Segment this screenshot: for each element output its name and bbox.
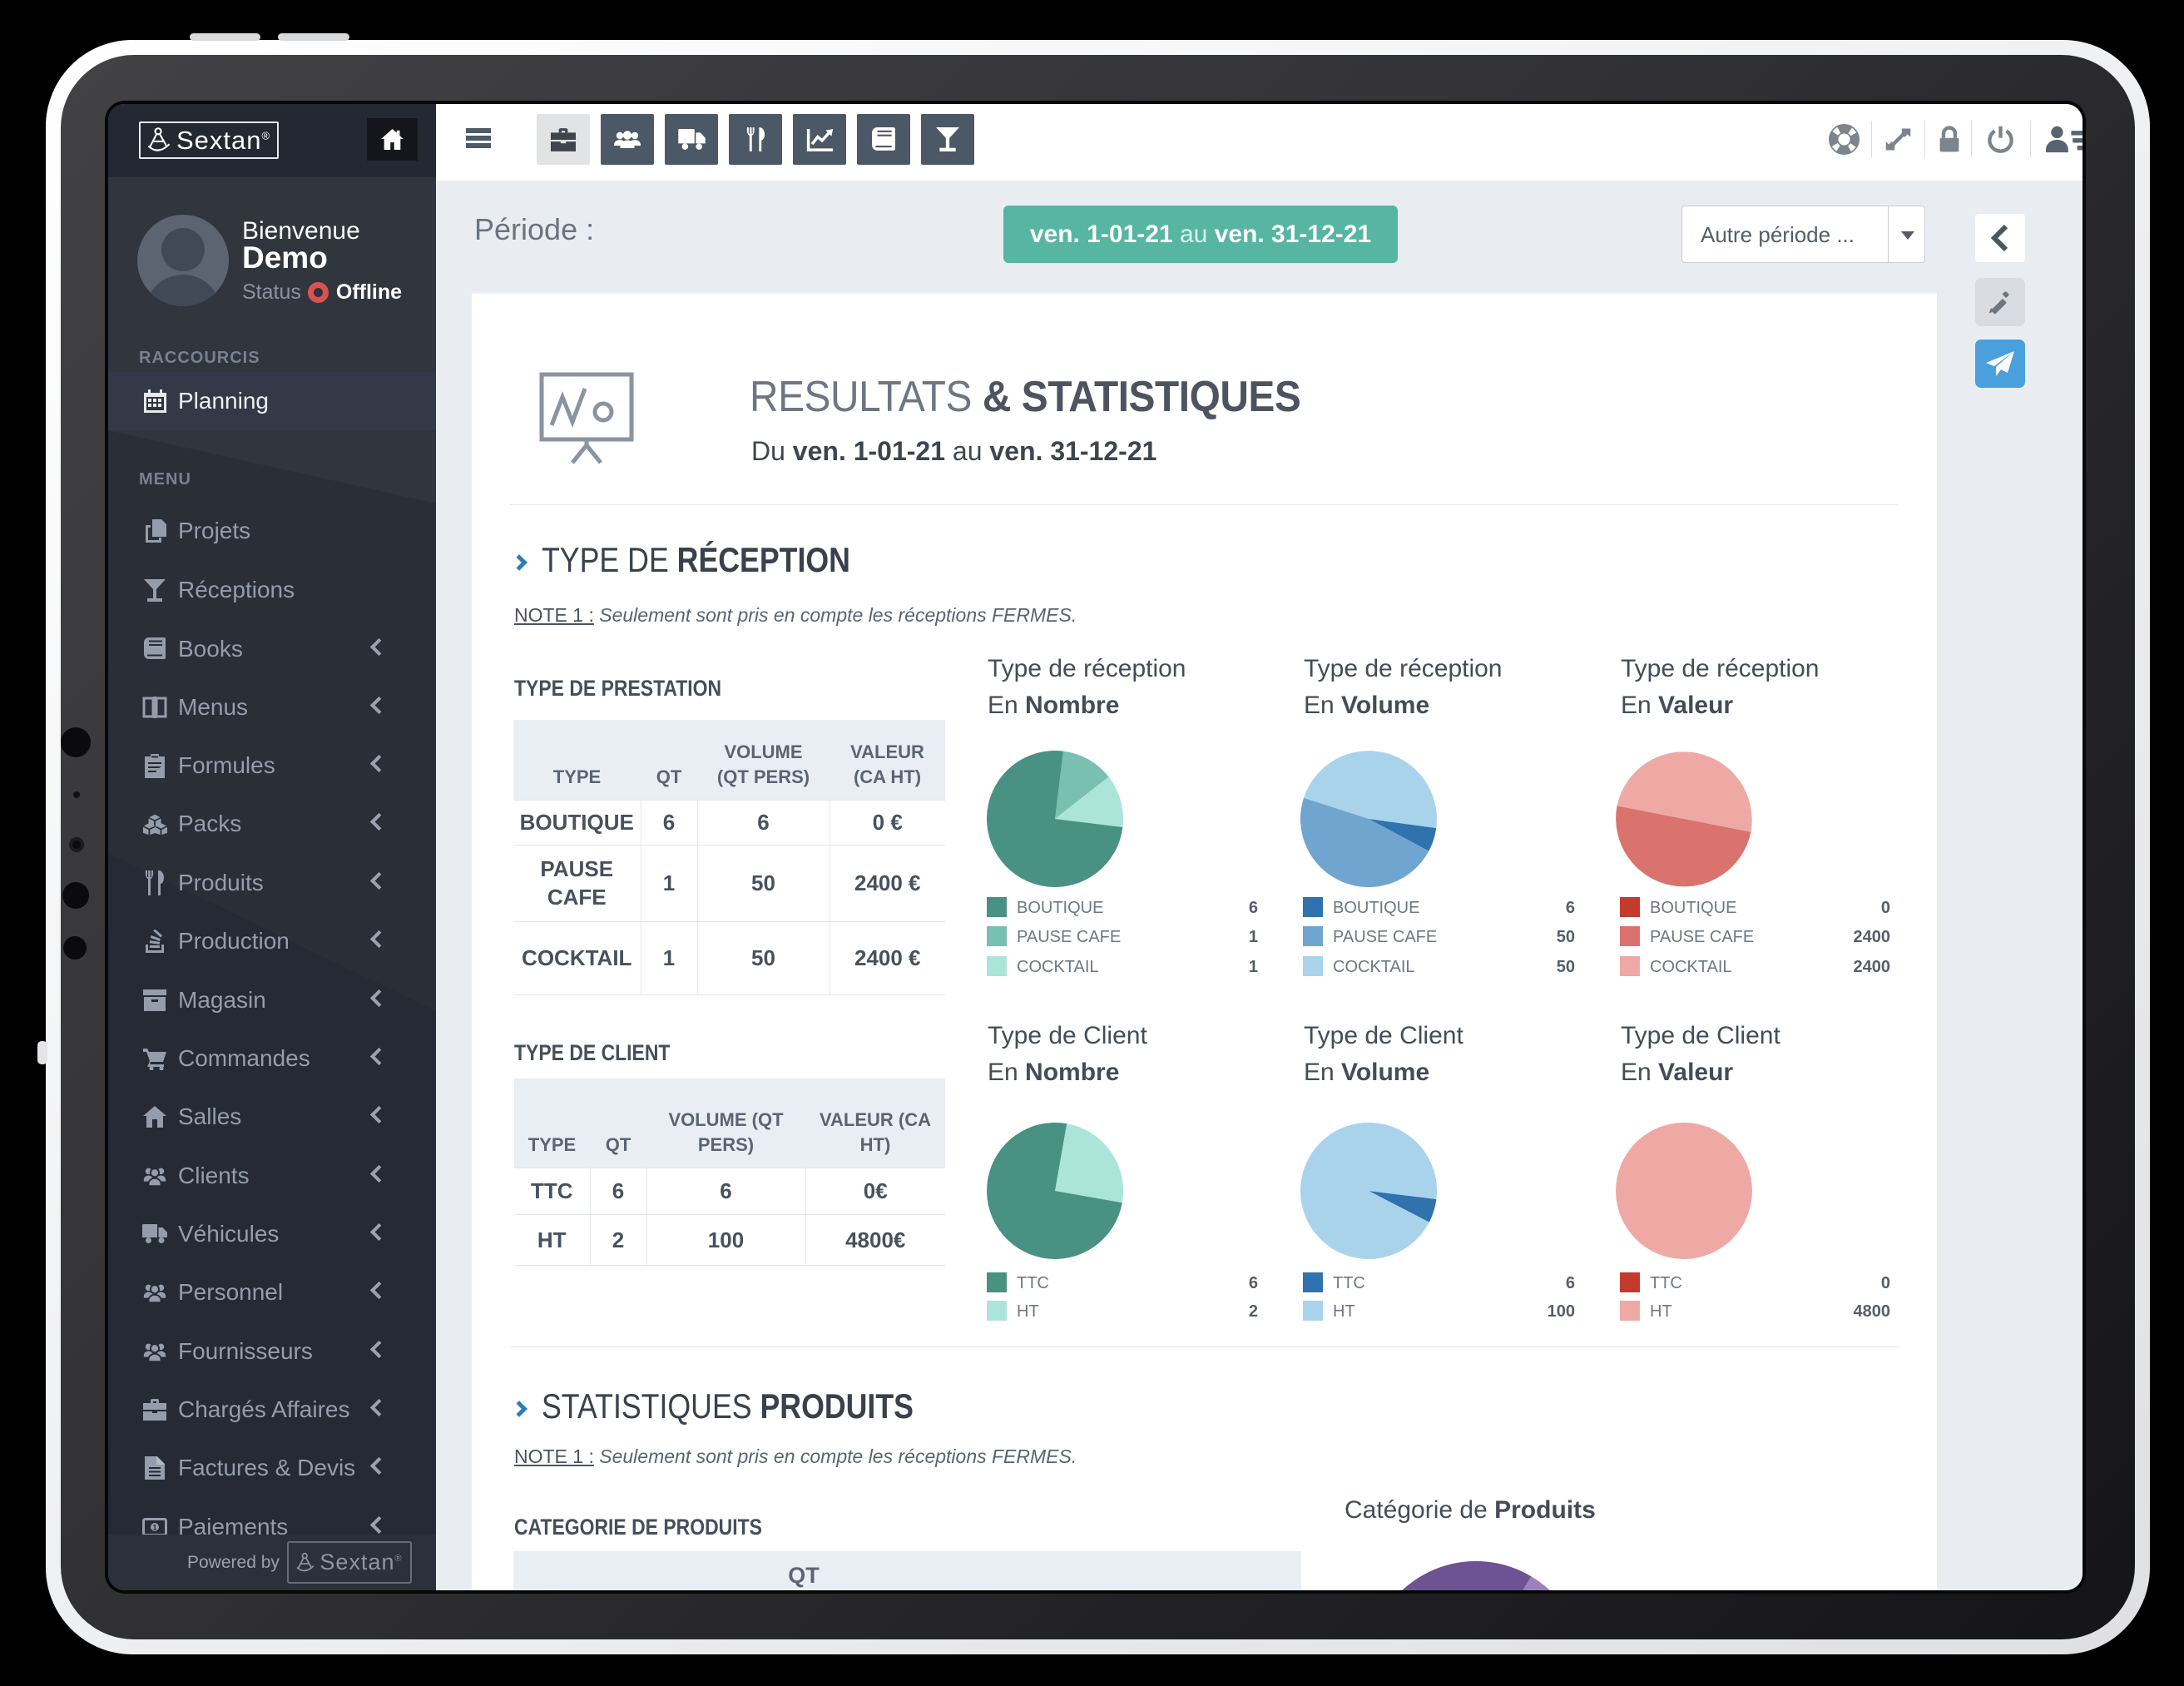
svg-text:1: 1 bbox=[152, 1524, 156, 1532]
